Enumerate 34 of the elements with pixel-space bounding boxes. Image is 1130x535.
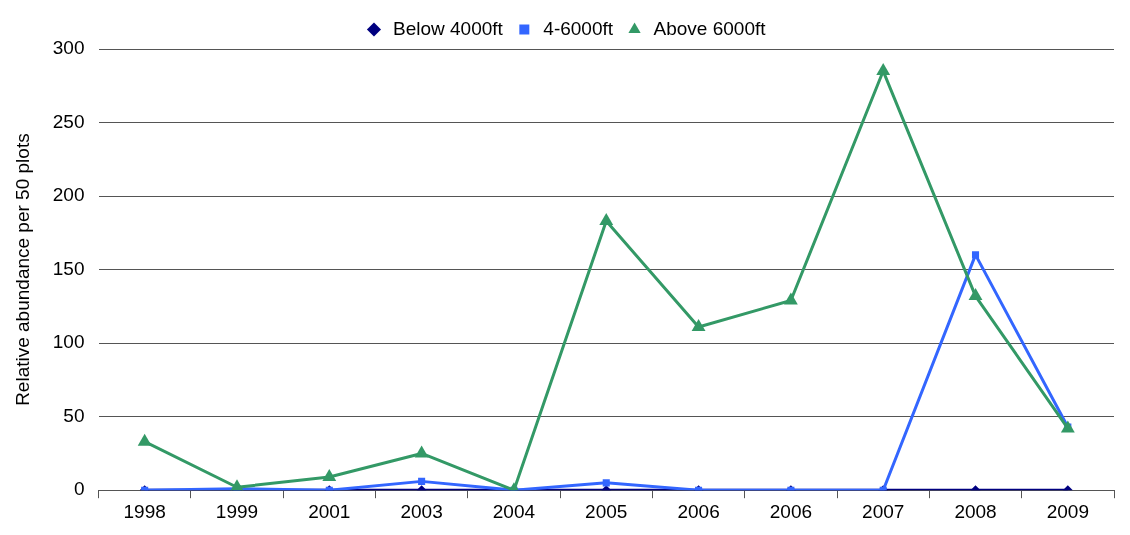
x-tick-label: 2007 (862, 500, 905, 522)
x-tick-label: 2009 (1046, 500, 1089, 522)
point (322, 468, 337, 481)
point (783, 292, 798, 305)
y-tick-label: 150 (52, 257, 85, 279)
x-tick-label: 2006 (677, 500, 720, 522)
x-tick-label: 1999 (215, 500, 259, 522)
x-tick-label: 2005 (585, 500, 628, 522)
point (418, 477, 426, 485)
y-tick-label: 0 (73, 478, 85, 500)
legend-label: 4-6000ft (543, 17, 614, 39)
y-tick-label: 200 (52, 184, 85, 206)
point (968, 288, 983, 301)
x-tick-label: 2001 (308, 500, 351, 522)
point (691, 318, 706, 331)
point (876, 63, 891, 76)
x-tick-label: 2006 (769, 500, 813, 522)
y-tick-label: 50 (63, 404, 85, 426)
legend-label: Below 4000ft (392, 17, 504, 39)
legend-label: Above 6000ft (653, 17, 767, 39)
y-tick-label: 100 (52, 331, 85, 353)
y-tick-label: 250 (52, 110, 85, 132)
y-axis-title: Relative abundance per 50 plots (11, 133, 33, 406)
point (971, 251, 980, 259)
y-tick-label: 300 (52, 37, 85, 59)
x-tick-label: 2004 (492, 500, 536, 522)
point (230, 479, 244, 491)
x-tick-label: 1998 (123, 500, 166, 522)
x-tick-label: 2003 (400, 500, 443, 522)
point (137, 433, 152, 446)
point (1060, 420, 1075, 433)
x-tick-label: 2008 (954, 500, 997, 522)
point (599, 213, 614, 226)
point (414, 445, 429, 458)
